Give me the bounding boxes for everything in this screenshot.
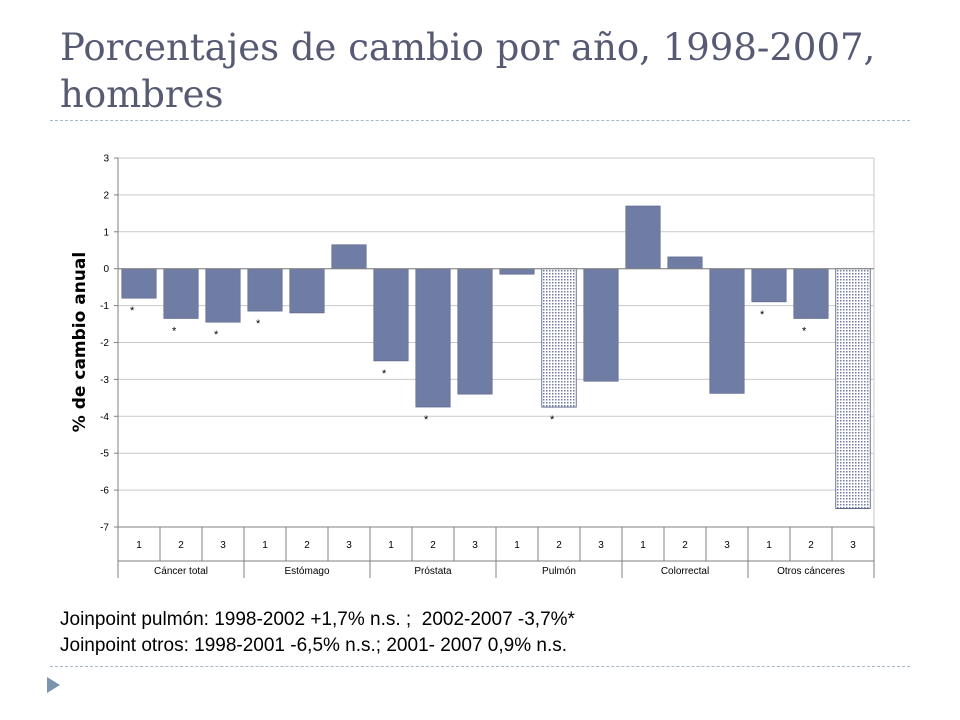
bar-4 bbox=[247, 268, 283, 312]
x-subcategory-label-2: 2 bbox=[178, 540, 184, 551]
bar-1 bbox=[121, 268, 157, 299]
bar-12 bbox=[583, 268, 619, 382]
x-subcategory-label-1: 1 bbox=[136, 540, 142, 551]
joinpoint-notes: Joinpoint pulmón: 1998-2002 +1,7% n.s. ;… bbox=[60, 607, 920, 659]
triangle-bullet-icon bbox=[47, 677, 60, 693]
title-divider bbox=[50, 120, 910, 121]
x-subcategory-label-5: 2 bbox=[304, 540, 310, 551]
bar-chart: 3 2 1 0 -1 -2 -3 -4 -5 -6 -7 * * * * * * * * * 1 2 3 1 2 3 1 2 3 1 2… bbox=[70, 154, 875, 578]
bar-13 bbox=[625, 205, 661, 269]
significance-mark-11: * bbox=[550, 414, 555, 426]
ytick-label-3: 0 bbox=[103, 264, 109, 275]
bar-10 bbox=[499, 268, 535, 275]
x-subcategory-label-6: 3 bbox=[346, 540, 352, 551]
significance-mark-17: * bbox=[802, 326, 807, 338]
x-group-label-3: Próstata bbox=[414, 566, 452, 577]
ytick-label-7: -4 bbox=[100, 412, 109, 423]
x-axis: 1 2 3 1 2 3 1 2 3 1 2 3 1 2 3 1 2 3 Cáncer total Estómago Pr… bbox=[117, 526, 875, 578]
significance-mark-1: * bbox=[130, 305, 135, 317]
bar-7 bbox=[373, 268, 409, 362]
x-group-label-1: Cáncer total bbox=[154, 566, 208, 577]
x-subcategory-label-9: 3 bbox=[472, 540, 478, 551]
x-subcategory-label-12: 3 bbox=[598, 540, 604, 551]
x-subcategory-label-13: 1 bbox=[640, 540, 646, 551]
ytick-label-10: -7 bbox=[100, 523, 109, 534]
bar-17 bbox=[793, 268, 829, 319]
note-line-lung: Joinpoint pulmón: 1998-2002 +1,7% n.s. ;… bbox=[60, 609, 575, 630]
significance-mark-16: * bbox=[760, 309, 765, 321]
slide-title: Porcentajes de cambio por año, 1998-2007… bbox=[60, 26, 876, 116]
x-subcategory-label-11: 2 bbox=[556, 540, 562, 551]
significance-mark-7: * bbox=[382, 368, 387, 380]
ytick-label-6: -3 bbox=[100, 375, 109, 386]
ytick-label-1: 2 bbox=[103, 190, 109, 201]
x-group-label-5: Colorrectal bbox=[661, 566, 709, 577]
bar-2 bbox=[163, 268, 199, 319]
bar-14 bbox=[667, 256, 703, 269]
x-subcategory-label-3: 3 bbox=[220, 540, 226, 551]
note-line-other: Joinpoint otros: 1998-2001 -6,5% n.s.; 2… bbox=[60, 635, 567, 656]
significance-marks: * * * * * * * * * bbox=[130, 305, 807, 426]
significance-mark-8: * bbox=[424, 414, 429, 426]
x-subcategory-label-15: 3 bbox=[724, 540, 730, 551]
ytick-label-5: -2 bbox=[100, 338, 109, 349]
bar-11 bbox=[541, 268, 577, 408]
bar-9 bbox=[457, 268, 493, 395]
x-subcategory-label-4: 1 bbox=[262, 540, 268, 551]
significance-mark-3: * bbox=[214, 329, 219, 341]
x-subcategory-label-10: 1 bbox=[514, 540, 520, 551]
x-subcategory-label-16: 1 bbox=[766, 540, 772, 551]
significance-mark-2: * bbox=[172, 326, 177, 338]
x-subcategory-label-18: 3 bbox=[850, 540, 856, 551]
y-axis-label: % de cambio anual bbox=[70, 252, 90, 432]
y-axis-ticks: 3 2 1 0 -1 -2 -3 -4 -5 -6 -7 bbox=[100, 154, 118, 534]
ytick-label-2: 1 bbox=[103, 227, 109, 238]
bar-5 bbox=[289, 268, 325, 314]
bar-15 bbox=[709, 268, 745, 394]
bars bbox=[118, 205, 874, 509]
x-subcategory-label-14: 2 bbox=[682, 540, 688, 551]
x-subcategory-label-17: 2 bbox=[808, 540, 814, 551]
bar-18 bbox=[835, 268, 871, 509]
x-subcategory-label-8: 2 bbox=[430, 540, 436, 551]
bar-8 bbox=[415, 268, 451, 408]
footer-divider bbox=[50, 666, 910, 667]
x-subcategory-label-7: 1 bbox=[388, 540, 394, 551]
x-group-label-6: Otros cánceres bbox=[777, 566, 845, 577]
gridlines bbox=[117, 157, 875, 528]
ytick-label-9: -6 bbox=[100, 486, 109, 497]
x-group-label-4: Pulmón bbox=[542, 566, 576, 577]
significance-mark-4: * bbox=[256, 318, 261, 330]
bar-16 bbox=[751, 268, 787, 303]
bar-6 bbox=[331, 244, 367, 269]
x-group-label-2: Estómago bbox=[284, 566, 329, 577]
ytick-label-4: -1 bbox=[100, 301, 109, 312]
ytick-label-8: -5 bbox=[100, 449, 109, 460]
bar-3 bbox=[205, 268, 241, 323]
ytick-label-0: 3 bbox=[103, 154, 109, 165]
